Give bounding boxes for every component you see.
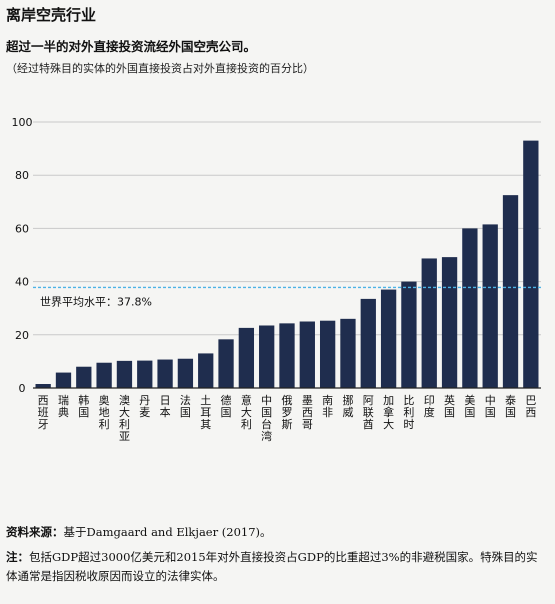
chart-description: （经过特殊目的实体的外国直接投资占对外直接投资的百分比） xyxy=(6,62,314,75)
bar xyxy=(360,298,376,388)
world-average-label: 世界平均水平：37.8% xyxy=(40,295,152,308)
source-text: 基于Damgaard and Elkjaer (2017)。 xyxy=(63,525,272,539)
x-tick-label: 德国 xyxy=(221,393,232,419)
y-tick-label: 0 xyxy=(19,382,26,395)
x-tick-label: 挪威 xyxy=(342,393,353,419)
bar xyxy=(502,195,519,388)
chart-subtitle: 超过一半的对外直接投资流经外国空壳公司。 xyxy=(6,39,257,54)
bar xyxy=(380,289,397,388)
x-tick-label: 比利时 xyxy=(403,394,414,431)
x-tick-label: 印度 xyxy=(424,394,435,419)
x-tick-label: 法国 xyxy=(180,393,191,419)
x-tick-label: 巴西 xyxy=(525,394,536,419)
x-tick-label: 西班牙 xyxy=(38,394,49,431)
bar xyxy=(441,257,458,388)
y-tick-label: 100 xyxy=(12,116,33,129)
chart-title: 离岸空壳行业 xyxy=(6,6,97,24)
bar xyxy=(259,325,275,388)
bar xyxy=(340,318,356,388)
bar xyxy=(299,321,315,388)
y-tick-label: 20 xyxy=(15,329,29,342)
bar xyxy=(218,339,234,388)
bar xyxy=(35,384,51,388)
x-tick-label: 俄罗斯 xyxy=(282,394,293,431)
x-tick-label: 中国 xyxy=(485,394,496,419)
x-tick-label: 泰国 xyxy=(505,393,516,419)
note-label: 注： xyxy=(6,550,29,564)
x-tick-label: 澳大利亚 xyxy=(119,394,130,443)
y-tick-label: 80 xyxy=(15,169,29,182)
x-tick-label: 中国台湾 xyxy=(261,394,272,443)
x-tick-label: 美国 xyxy=(464,394,475,419)
x-tick-label: 加拿大 xyxy=(383,394,394,431)
bar xyxy=(482,224,498,388)
x-tick-label: 意大利 xyxy=(241,393,252,431)
note-text: 包括GDP超过3000亿美元和2015年对外直接投资占GDP的比重超过3%的非避… xyxy=(6,550,538,583)
source-label: 资料来源： xyxy=(6,525,64,539)
bar xyxy=(76,366,92,388)
x-tick-label: 南非 xyxy=(322,394,333,419)
x-tick-label: 英国 xyxy=(444,393,455,419)
bar xyxy=(177,358,194,388)
bar xyxy=(55,372,72,388)
note-line: 注：包括GDP超过3000亿美元和2015年对外直接投资占GDP的比重超过3%的… xyxy=(6,548,546,586)
bar xyxy=(523,140,539,388)
bar xyxy=(198,353,214,388)
bar-chart: 0 20 40 60 80 100 世界平均水平：37.8% 西班牙瑞典韩国奥地利澳大利亚丹麦… xyxy=(12,116,541,443)
source-line: 资料来源：基于Damgaard and Elkjaer (2017)。 xyxy=(6,524,272,540)
x-tick-label: 韩国 xyxy=(78,393,89,419)
x-tick-label: 丹麦 xyxy=(139,394,150,419)
x-tick-label: 墨西哥 xyxy=(302,394,313,431)
bar xyxy=(279,323,295,388)
bar xyxy=(96,362,112,388)
bar xyxy=(401,281,417,388)
bar xyxy=(238,327,255,388)
x-tick-label: 日本 xyxy=(160,394,171,419)
bar xyxy=(116,360,133,388)
bar xyxy=(157,359,173,388)
bar xyxy=(319,320,336,388)
x-tick-label: 奥地利 xyxy=(99,393,110,431)
bar xyxy=(421,258,437,388)
y-tick-label: 40 xyxy=(15,276,29,289)
x-tick-label: 阿联酋 xyxy=(363,394,374,431)
x-tick-label: 瑞典 xyxy=(58,393,69,419)
bar xyxy=(462,228,478,388)
bar xyxy=(137,360,153,388)
x-tick-label: 土耳其 xyxy=(200,394,211,431)
y-tick-label: 60 xyxy=(15,222,29,235)
